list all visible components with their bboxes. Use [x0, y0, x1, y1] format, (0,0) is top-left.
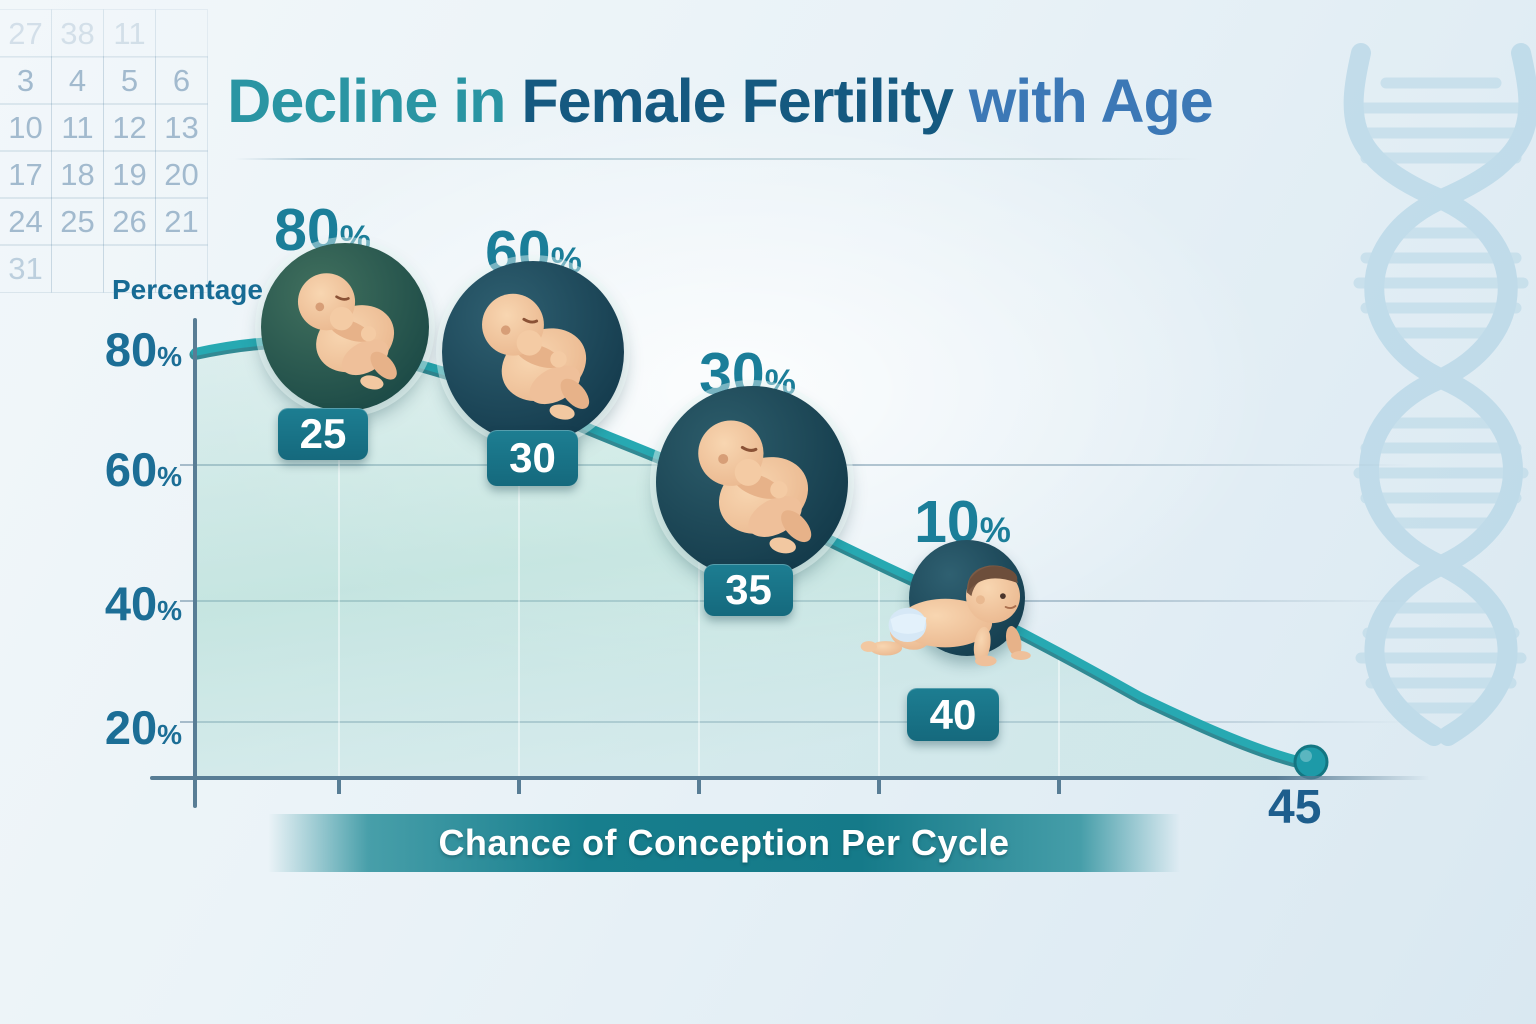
- calendar-day: 12: [103, 103, 156, 152]
- title-part-female-fertility: Female Fertility: [521, 67, 953, 135]
- calendar-day: 11: [51, 103, 104, 152]
- calendar-day: 11: [103, 9, 156, 58]
- x-label-45: 45: [1268, 781, 1322, 834]
- x-axis-caption: Chance of Conception Per Cycle: [438, 822, 1010, 863]
- calendar-background: 27 38 11 3 4 5 6 10 11 12 13 17 18 19 20…: [0, 9, 208, 320]
- page-title: Decline in Female Fertility with Age: [80, 66, 1360, 136]
- calendar-day: 25: [51, 197, 104, 246]
- x-tick: [697, 780, 701, 794]
- fetus-icon-age-25: [261, 243, 429, 411]
- calendar-day: 10: [0, 103, 52, 152]
- calendar-day: 6: [155, 56, 208, 105]
- calendar-day: 24: [0, 197, 52, 246]
- y-tick-40: 40%: [104, 577, 182, 630]
- x-axis-caption-banner: Chance of Conception Per Cycle: [268, 814, 1180, 872]
- x-tick: [1057, 780, 1061, 794]
- calendar-day: 21: [155, 197, 208, 246]
- calendar-day: [51, 244, 104, 293]
- calendar-day: [155, 244, 208, 293]
- calendar-day: [103, 244, 156, 293]
- title-divider: [235, 158, 1200, 160]
- age-badge-40: 40: [907, 688, 999, 741]
- y-tick-60: 60%: [104, 443, 182, 496]
- x-tick: [517, 780, 521, 794]
- calendar-day: 13: [155, 103, 208, 152]
- calendar-day: 17: [0, 150, 52, 199]
- calendar-day: 3: [0, 56, 52, 105]
- title-part-with-age: with Age: [968, 67, 1214, 135]
- calendar-day: 19: [103, 150, 156, 199]
- fetus-icon-age-35: [656, 386, 848, 578]
- x-tick: [877, 780, 881, 794]
- x-tick: [337, 780, 341, 794]
- calendar-day: 38: [51, 9, 104, 58]
- calendar-day: 26: [103, 197, 156, 246]
- calendar-day: [155, 9, 208, 58]
- fetus-icon-age-30: [442, 261, 624, 443]
- y-tick-80: 80%: [104, 323, 182, 376]
- title-part-decline: Decline in: [227, 67, 506, 135]
- y-axis-line: [193, 318, 197, 808]
- calendar-day: 18: [51, 150, 104, 199]
- age-badge-30: 30: [487, 430, 578, 486]
- y-axis-label: Percentage: [112, 274, 263, 305]
- calendar-day: 4: [51, 56, 104, 105]
- calendar-day: 20: [155, 150, 208, 199]
- y-tick-20: 20%: [104, 701, 182, 754]
- x-axis-line: [150, 776, 1430, 780]
- calendar-day: 31: [0, 244, 52, 293]
- age-badge-35: 35: [704, 564, 793, 616]
- age-badge-25: 25: [278, 408, 368, 460]
- calendar-day: 27: [0, 9, 52, 58]
- endpoint-highlight: [1300, 750, 1312, 762]
- calendar-day: 5: [103, 56, 156, 105]
- crawling-baby-icon: [860, 565, 1031, 667]
- curve-endpoint-dot: [1293, 744, 1329, 780]
- dna-helix-icon: [1343, 43, 1536, 746]
